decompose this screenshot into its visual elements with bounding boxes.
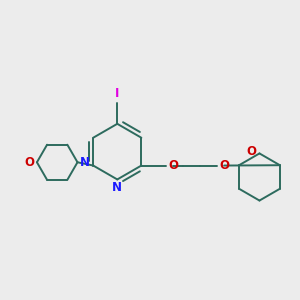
Text: O: O — [169, 159, 178, 172]
Text: O: O — [247, 145, 257, 158]
Text: I: I — [115, 87, 119, 100]
Text: N: N — [112, 181, 122, 194]
Text: N: N — [80, 156, 90, 169]
Text: O: O — [24, 156, 34, 169]
Text: O: O — [220, 159, 230, 172]
